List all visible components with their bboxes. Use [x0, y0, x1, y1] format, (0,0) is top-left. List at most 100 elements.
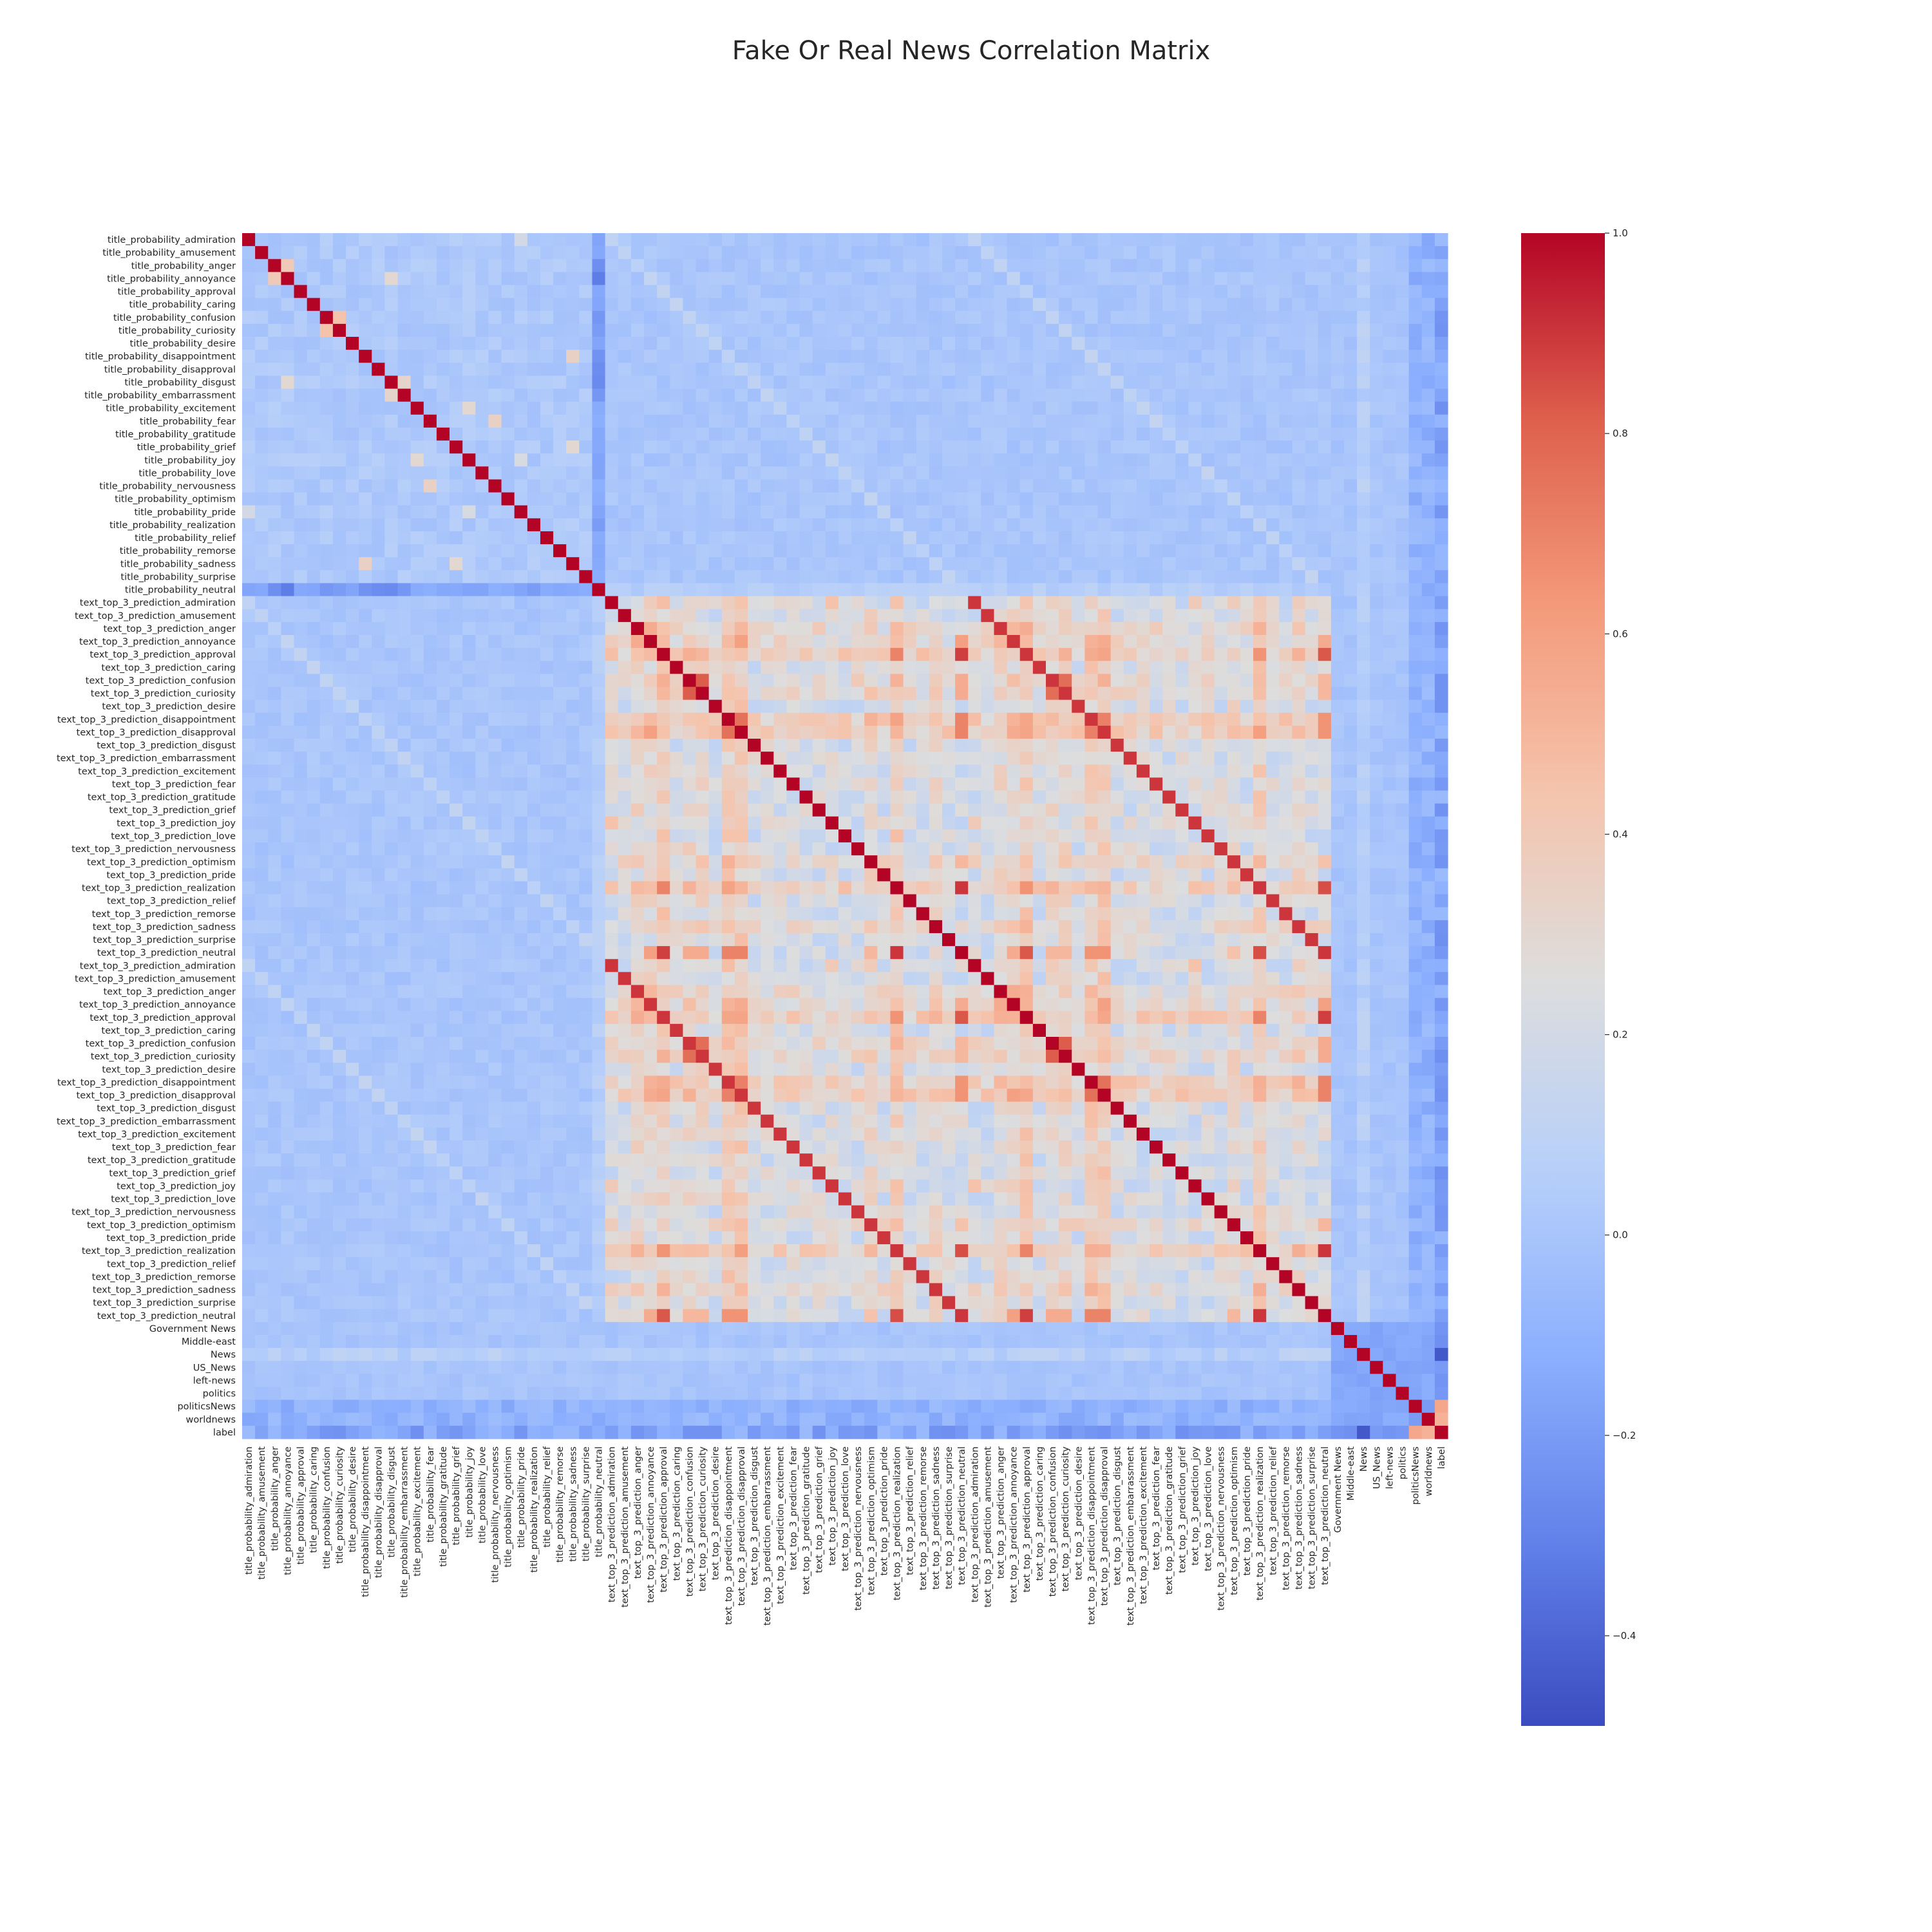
heatmap-cell [332, 233, 346, 247]
heatmap-cell [618, 298, 632, 312]
heatmap-cell [1201, 427, 1215, 441]
heatmap-cell [786, 557, 800, 571]
heatmap-cell [501, 272, 515, 286]
heatmap-cell [1032, 427, 1046, 441]
heatmap-cell [1097, 596, 1112, 610]
heatmap-cell [812, 764, 826, 779]
heatmap-cell [838, 388, 852, 402]
heatmap-cell [1007, 375, 1021, 390]
heatmap-cell [319, 440, 334, 454]
heatmap-cell [1357, 855, 1370, 869]
heatmap-cell [851, 375, 865, 390]
heatmap-cell [968, 635, 981, 649]
heatmap-cell [1253, 687, 1267, 701]
heatmap-cell [657, 350, 670, 363]
heatmap-cell [579, 570, 593, 584]
heatmap-cell [592, 479, 606, 493]
heatmap-cell [1136, 233, 1150, 247]
heatmap-cell [657, 583, 670, 597]
heatmap-cell [1318, 609, 1332, 623]
heatmap-cell [890, 414, 904, 428]
heatmap-cell [916, 427, 930, 441]
heatmap-cell [1123, 739, 1137, 752]
heatmap-cell [799, 894, 813, 908]
heatmap-cell [359, 764, 372, 779]
heatmap-cell [916, 285, 930, 299]
heatmap-cell [838, 570, 852, 584]
heatmap-cell [968, 596, 981, 610]
heatmap-cell [1019, 920, 1034, 934]
heatmap-cell [1201, 466, 1215, 480]
heatmap-cell [281, 310, 295, 325]
heatmap-cell [1318, 583, 1332, 597]
heatmap-cell [903, 583, 917, 597]
heatmap-cell [1007, 777, 1021, 791]
heatmap-cell [1305, 323, 1319, 337]
heatmap-cell [553, 246, 567, 260]
heatmap-cell [1292, 246, 1306, 260]
heatmap-cell [281, 401, 295, 415]
heatmap-cell [514, 596, 528, 610]
heatmap-cell [450, 388, 463, 402]
heatmap-cell [1396, 310, 1410, 325]
heatmap-cell [968, 440, 981, 454]
heatmap-cell [514, 363, 528, 377]
heatmap-cell [346, 544, 359, 558]
heatmap-cell [255, 725, 269, 739]
heatmap-cell [1097, 868, 1112, 882]
heatmap-cell [255, 479, 269, 493]
heatmap-cell [761, 894, 774, 908]
heatmap-cell [644, 375, 658, 390]
heatmap-cell [553, 453, 567, 467]
heatmap-cell [1331, 350, 1345, 363]
heatmap-cell [592, 259, 606, 272]
heatmap-cell [1266, 310, 1280, 325]
heatmap-cell [579, 881, 593, 895]
heatmap-cell [1227, 583, 1241, 597]
heatmap-cell [696, 453, 710, 467]
heatmap-cell [527, 427, 541, 441]
heatmap-cell [903, 518, 917, 532]
heatmap-cell [1266, 440, 1280, 454]
heatmap-cell [1318, 518, 1332, 532]
heatmap-cell [1396, 518, 1410, 532]
heatmap-cell [294, 907, 308, 921]
heatmap-cell [579, 479, 593, 493]
heatmap-cell [955, 375, 969, 390]
heatmap-cell [1253, 661, 1267, 674]
heatmap-cell [683, 570, 697, 584]
heatmap-cell [1305, 674, 1319, 688]
heatmap-cell [527, 609, 541, 623]
heatmap-cell [1175, 363, 1189, 377]
heatmap-cell [761, 440, 774, 454]
heatmap-cell [1123, 414, 1137, 428]
heatmap-cell [683, 518, 697, 532]
heatmap-cell [579, 712, 593, 726]
heatmap-cell [1357, 687, 1370, 701]
heatmap-cell [307, 855, 321, 869]
heatmap-cell [359, 323, 372, 337]
heatmap-cell [1240, 842, 1254, 856]
heatmap-cell [877, 298, 891, 312]
heatmap-cell [1097, 777, 1112, 791]
heatmap-cell [319, 518, 334, 532]
heatmap-cell [1240, 739, 1254, 752]
heatmap-cell [657, 388, 670, 402]
heatmap-cell [397, 388, 412, 402]
heatmap-cell [1150, 725, 1163, 739]
heatmap-cell [462, 699, 476, 714]
heatmap-cell [1123, 907, 1137, 921]
heatmap-cell [1007, 712, 1021, 726]
heatmap-cell [1279, 350, 1293, 363]
heatmap-cell [605, 259, 619, 272]
heatmap-cell [423, 752, 437, 765]
heatmap-cell [527, 920, 541, 934]
heatmap-cell [1383, 596, 1397, 610]
heatmap-cell [851, 712, 865, 726]
heatmap-cell [1279, 440, 1293, 454]
heatmap-cell [1175, 855, 1189, 869]
heatmap-cell [1072, 803, 1085, 817]
heatmap-cell [553, 259, 567, 272]
heatmap-cell [1396, 466, 1410, 480]
heatmap-cell [1007, 557, 1021, 571]
